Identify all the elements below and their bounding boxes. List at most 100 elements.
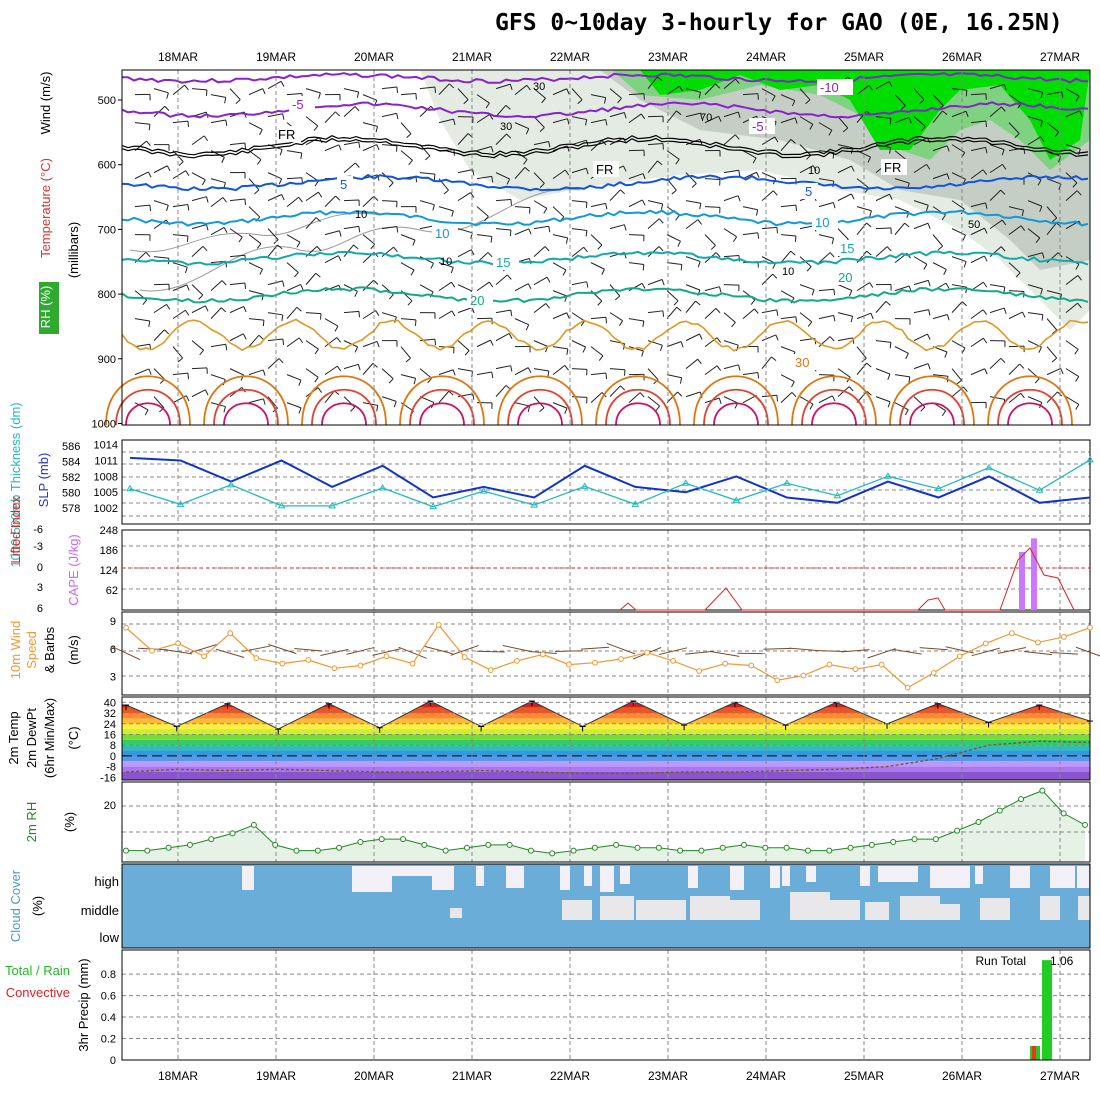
- wind-barb-10m: [997, 647, 1026, 654]
- wind-barb-staff: [837, 337, 853, 342]
- wind-barb-flag: [833, 289, 835, 296]
- wind-barb-flag: [984, 368, 988, 375]
- temp-contour-label: 30: [795, 355, 809, 370]
- wind-barb-staff: [628, 173, 644, 180]
- wind-barb-flag: [548, 141, 551, 148]
- wind-speed-point: [253, 655, 260, 662]
- wind-barb-flag: [928, 309, 931, 316]
- cloud-gap: [562, 900, 592, 920]
- contour-label-bg: [792, 354, 818, 370]
- wind-barb-flag: [242, 333, 247, 340]
- wind-barb-staff: [324, 284, 340, 292]
- wind-barb-flag: [294, 272, 299, 278]
- wind-barb-staff: [704, 83, 716, 95]
- wind-barb-flag: [866, 362, 872, 368]
- wind-barb-flag: [605, 317, 607, 324]
- wind-barb: [1027, 88, 1044, 99]
- wind-barb-flag: [278, 358, 284, 364]
- cloud-level-label: middle: [81, 903, 119, 918]
- wind-barb-flag: [450, 281, 456, 288]
- wind-barb-staff: [970, 93, 987, 96]
- slp-tick-label: 1014: [94, 440, 118, 452]
- contour-label-bg: [881, 159, 907, 175]
- wind-barb: [875, 368, 891, 380]
- wind-barb-staff: [495, 198, 511, 202]
- wind-barb-staff: [286, 177, 303, 180]
- wind-barb-staff: [191, 88, 207, 91]
- rh-point: [741, 841, 748, 848]
- wind-barb-flag: [580, 320, 585, 327]
- thickness-point: [378, 483, 387, 491]
- wind-barb-staff: [704, 206, 721, 208]
- wind-barb-staff: [951, 200, 965, 210]
- wind-barb-staff: [495, 333, 510, 342]
- wind-barb-flag: [491, 371, 494, 378]
- wind-barb-flag: [262, 369, 266, 376]
- temp-band: [122, 761, 1090, 767]
- wind-barb: [590, 262, 605, 275]
- wind-barb-staff: [837, 284, 853, 291]
- wind-barb-flag: [525, 324, 530, 331]
- wind-barb-staff: [989, 189, 1002, 201]
- wind-barb-staff: [438, 262, 454, 268]
- wind-barb-staff: [647, 340, 663, 346]
- wind-barb-flag: [562, 269, 567, 276]
- temp-band: [122, 771, 1090, 780]
- wind-barb: [666, 262, 683, 271]
- wind-barb: [324, 318, 339, 332]
- wind-barb: [1065, 110, 1083, 118]
- cape-tick-label: 248: [100, 525, 118, 537]
- wind-barb-flag: [491, 176, 494, 183]
- wind-barb-staff: [324, 390, 335, 403]
- thickness-tick-label: 578: [62, 503, 80, 515]
- wind-barb-flag: [396, 113, 399, 120]
- wind-barb-staff: [324, 144, 340, 152]
- wind-barb-flag: [177, 357, 183, 363]
- wind-barb-staff: [533, 172, 545, 184]
- wind-barb-flag: [737, 111, 741, 118]
- ylabel-convective: Convective: [6, 985, 70, 1000]
- wind-barb-flag: [676, 306, 682, 312]
- wind-barb-staff: [552, 346, 568, 350]
- wind-barb: [495, 228, 512, 237]
- wind-barb: [951, 301, 967, 313]
- slp-tick-label: 1011: [94, 456, 118, 468]
- wind-barb-staff: [191, 284, 204, 296]
- wind-barb-staff: [628, 234, 645, 236]
- wind-barb: [324, 144, 342, 152]
- wind-barb-staff: [343, 199, 360, 202]
- thickness-point: [227, 480, 235, 488]
- wind-barb-flag: [582, 346, 587, 353]
- wind-barb-staff: [514, 167, 526, 179]
- wind-barb-flag: [985, 120, 988, 128]
- wind-barb-staff: [153, 329, 165, 341]
- wind-barb-flag: [791, 392, 797, 398]
- cape-bar: [1031, 538, 1037, 610]
- temp-contour-label: -5: [752, 119, 764, 134]
- cloud-gap: [450, 908, 462, 918]
- wind-barb-flag: [1077, 302, 1082, 309]
- date-label-bottom: 21MAR: [452, 1069, 492, 1083]
- wind-barb: [856, 206, 872, 217]
- wind-barb-staff: [191, 245, 204, 257]
- wind-barb-staff: [457, 169, 473, 174]
- rh-point: [421, 841, 428, 848]
- wind-barb: [856, 362, 872, 375]
- contour-label-bg: [593, 161, 619, 177]
- date-label-top: 22MAR: [550, 50, 590, 64]
- wind-barb: [742, 232, 760, 239]
- wind-barb-flag: [564, 169, 570, 176]
- lifted-index-line: [619, 547, 1075, 611]
- wind-barb: [742, 93, 759, 100]
- wind-barb-flag: [756, 172, 760, 178]
- wind-barb: [381, 112, 399, 120]
- wind-barb: [324, 337, 341, 348]
- wind-barb-flag: [1040, 120, 1043, 127]
- wind-barb: [704, 234, 716, 250]
- wind-barb-flag: [186, 235, 189, 243]
- wind-barb: [153, 303, 171, 314]
- wind-barb-flag: [298, 379, 302, 386]
- wind-barb-staff: [818, 234, 834, 239]
- wind-barb-flag: [639, 392, 645, 398]
- wind-barb-staff: [514, 84, 528, 96]
